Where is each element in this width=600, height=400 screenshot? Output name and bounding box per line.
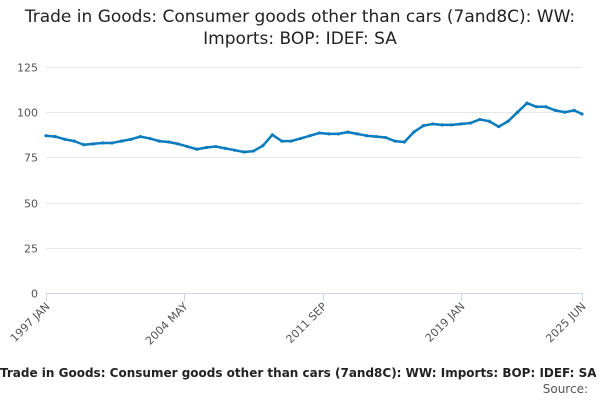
data-point	[63, 137, 67, 141]
data-point	[270, 133, 274, 137]
data-point	[100, 141, 105, 145]
data-point	[497, 125, 501, 129]
data-point	[289, 139, 293, 143]
data-point	[327, 132, 331, 136]
data-point	[53, 135, 58, 139]
y-axis: 0 25 50 75 100 125	[17, 62, 38, 301]
data-point	[487, 119, 491, 123]
data-point	[195, 147, 199, 151]
data-point	[553, 108, 557, 112]
data-point	[412, 130, 416, 134]
data-point	[176, 142, 180, 146]
data-point	[280, 139, 284, 143]
chart-title: Trade in Goods: Consumer goods other tha…	[24, 7, 576, 49]
data-point	[82, 143, 86, 147]
data-point	[506, 119, 510, 123]
data-point	[459, 122, 463, 126]
y-tick-label-100: 100	[17, 107, 38, 120]
data-point	[317, 131, 322, 135]
data-point	[383, 135, 388, 140]
data-point	[525, 101, 529, 105]
chart-caption: Trade in Goods: Consumer goods other tha…	[0, 366, 596, 380]
data-point	[251, 149, 256, 153]
data-point	[119, 139, 124, 143]
chart-source: Source:	[542, 382, 588, 396]
data-point	[110, 141, 114, 145]
x-tick-label-2: 2011 SEP	[284, 300, 330, 346]
y-tick-label-125: 125	[17, 62, 38, 75]
data-point	[44, 134, 48, 138]
series-line-0	[44, 101, 584, 154]
data-point	[572, 108, 576, 112]
gridlines	[46, 67, 582, 249]
data-point	[478, 117, 482, 122]
y-tick-label-0: 0	[31, 288, 38, 301]
data-point	[563, 110, 567, 114]
data-point	[468, 121, 472, 125]
data-point	[355, 132, 359, 136]
data-point	[336, 132, 340, 136]
series-layer	[44, 101, 584, 154]
y-tick-label-25: 25	[24, 243, 38, 256]
data-point	[214, 144, 218, 149]
x-tick-label-3: 2019 JAN	[423, 300, 468, 345]
data-point	[148, 136, 152, 141]
data-point	[157, 139, 161, 143]
data-point	[72, 139, 76, 143]
data-point	[440, 123, 444, 127]
data-point	[223, 146, 227, 150]
x-tick-label-4: 2025 JUN	[543, 300, 588, 345]
y-tick-label-75: 75	[24, 152, 38, 165]
y-tick-label-50: 50	[24, 198, 38, 211]
data-point	[167, 140, 171, 144]
data-point	[299, 136, 303, 141]
data-point	[233, 148, 237, 152]
data-point	[580, 112, 584, 116]
data-point	[261, 144, 265, 148]
x-tick-label-0: 1997 JAN	[8, 300, 53, 345]
data-point	[138, 135, 142, 139]
data-point	[129, 137, 133, 141]
data-point	[91, 142, 95, 146]
data-point	[431, 122, 435, 126]
data-point	[449, 123, 454, 127]
data-point	[185, 144, 190, 149]
data-point	[346, 130, 350, 134]
data-point	[534, 105, 539, 109]
data-point	[374, 135, 378, 139]
data-point	[402, 140, 406, 144]
data-point	[421, 124, 425, 128]
x-axis: 1997 JAN 2004 MAY 2011 SEP 2019 JAN 2025 JUN	[8, 293, 589, 348]
data-point	[515, 110, 520, 114]
data-point	[308, 134, 312, 138]
data-point	[393, 139, 397, 143]
x-tick-label-1: 2004 MAY	[143, 300, 191, 348]
data-point	[204, 145, 208, 150]
data-point	[242, 150, 246, 154]
data-point	[544, 105, 548, 109]
data-point	[365, 134, 369, 138]
